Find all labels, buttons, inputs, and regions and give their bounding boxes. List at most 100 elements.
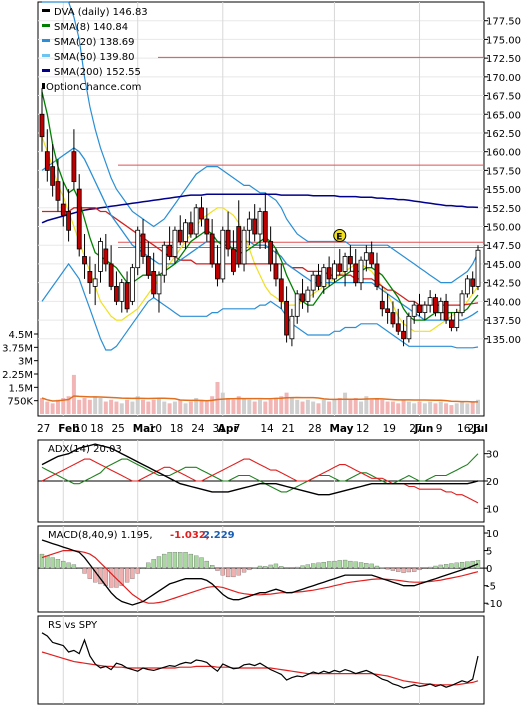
adx-line [41,443,479,496]
candle [220,226,226,283]
x-axis-label: 23 [468,423,481,435]
macd-histogram-bar [443,564,449,569]
x-axis-label: 19 [383,423,396,435]
macd-histogram-bar [449,563,454,569]
volume-bar [199,399,204,414]
volume-bar [125,399,130,414]
volume-bar [476,399,480,414]
candle [44,129,50,182]
price-tick-label: 145.00 [486,260,521,271]
candle-body [316,274,321,287]
candle [379,286,385,317]
volume-bar [305,399,310,414]
volume-bar [316,403,321,414]
adx-tick-label: 10 [486,504,499,515]
x-axis-label: 24 [191,423,205,435]
macd-histogram-bar [438,564,443,569]
candle-body [156,274,162,295]
candle-body [438,300,444,313]
volume-bar [311,401,316,414]
volume-bar [268,399,273,414]
candle-body [278,278,284,302]
candle [464,275,470,298]
candle-body [98,241,103,272]
volume-bar [263,401,268,414]
price-tick-label: 165.00 [486,110,521,121]
price-tick-label: 177.50 [486,17,521,28]
candle-body [300,293,305,302]
price-tick-label: 155.00 [486,185,521,196]
macd-histogram-bar [342,559,348,569]
candle-body [257,211,263,235]
legend-entry: SMA(20) 138.69 [54,37,135,48]
candle [390,301,396,328]
macd-histogram-bar [135,567,140,574]
candle-body [252,218,258,235]
macd-histogram-bar [311,563,316,569]
candle-body [140,233,146,257]
macd-histogram-bar [422,567,427,569]
price-panel: 177.50 175.00 172.50 170.00 167.50 165.00 162.… [37,1,521,417]
macd-histogram-bar [236,567,241,576]
macd-histogram-bar [369,563,374,569]
volume-bar [130,401,135,414]
price-tick-label: 167.50 [486,92,521,103]
candle-body [71,151,77,183]
macd-histogram-bar [417,567,422,571]
candle [278,263,284,309]
volume-bar [412,403,417,414]
volume-bar [151,399,156,414]
rs-label: RS vs SPY [48,620,98,631]
macd-histogram-bar [348,560,353,569]
volume-bar [226,398,231,414]
macd-histogram-bar [412,567,417,572]
candle [438,297,444,321]
candle [369,241,375,268]
candle-body [390,312,396,325]
candle [406,312,412,343]
macd-histogram-bar [108,567,114,588]
macd-histogram-bar [263,566,268,569]
volume-bar [114,401,119,414]
candle-body [82,256,87,265]
candle [193,204,199,238]
macd-histogram-bar [364,563,369,569]
price-tick-label: 170.00 [486,73,521,84]
candle-body [119,282,125,302]
legend-entry: SMA(200) 152.55 [54,67,141,78]
macd-histogram-bar [268,564,273,569]
volume-bar [109,399,114,414]
macd-histogram-bar [385,567,390,570]
candle [172,226,178,264]
candle-body [337,263,343,272]
macd-histogram-bar [454,562,459,569]
sma50-line [42,207,479,306]
volume-bar [279,396,284,414]
candle [188,211,194,238]
x-axis-label: 27 [37,423,50,435]
volume-bar [236,396,241,414]
candle [470,271,476,294]
macd-histogram-bar [114,567,119,588]
x-axis-label: 10 [74,423,87,435]
macd-tick-label: 10 [486,529,499,540]
candle-body [326,267,332,280]
candle [177,215,183,246]
candle-body [76,188,82,250]
candle [332,260,337,283]
volume-bar [401,399,406,414]
volume-tick-label: 1.5M [8,383,33,394]
macd-histogram-bar [119,567,124,586]
volume-bar [353,398,358,414]
macd-label: MACD(8,40,9) 1.195, [48,530,153,541]
volume-bar [167,403,172,414]
adx-tick-label: 30 [486,450,499,461]
macd-tick-label: -5 [486,582,496,593]
bollinger-upper-line [42,1,479,284]
price-tick-label: 140.00 [486,297,521,308]
candle-body [199,207,204,220]
price-tick-label: 172.50 [486,54,521,65]
candle-body [369,252,375,265]
watermark: OptionChance.com [46,82,141,93]
macd-histogram-bar [183,552,188,569]
